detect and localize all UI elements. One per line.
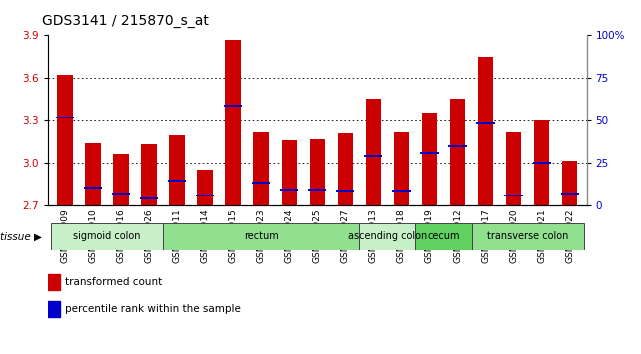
- Bar: [57, 75, 72, 205]
- Bar: [506, 132, 521, 205]
- Text: transformed count: transformed count: [65, 277, 163, 287]
- Bar: [472, 223, 584, 250]
- Bar: [422, 113, 437, 205]
- Bar: [534, 120, 549, 205]
- Bar: [562, 161, 578, 205]
- Bar: [113, 154, 129, 205]
- Bar: [450, 99, 465, 205]
- Bar: [504, 195, 522, 196]
- Bar: [56, 117, 74, 118]
- Bar: [365, 99, 381, 205]
- Bar: [141, 144, 157, 205]
- Bar: [253, 132, 269, 205]
- Bar: [337, 190, 354, 192]
- Bar: [360, 223, 415, 250]
- Text: ascending colon: ascending colon: [348, 231, 427, 241]
- Bar: [168, 181, 186, 182]
- Bar: [308, 189, 326, 190]
- Bar: [140, 198, 158, 199]
- Bar: [48, 301, 60, 317]
- Bar: [310, 139, 325, 205]
- Bar: [394, 132, 409, 205]
- Bar: [476, 122, 495, 124]
- Bar: [163, 223, 360, 250]
- Bar: [280, 189, 298, 190]
- Bar: [48, 274, 60, 290]
- Text: rectum: rectum: [244, 231, 279, 241]
- Bar: [449, 145, 467, 147]
- Bar: [112, 193, 130, 195]
- Bar: [415, 223, 472, 250]
- Bar: [169, 135, 185, 205]
- Bar: [196, 195, 214, 196]
- Text: cecum: cecum: [428, 231, 460, 241]
- Text: sigmoid colon: sigmoid colon: [73, 231, 141, 241]
- Bar: [252, 182, 271, 183]
- Bar: [420, 152, 438, 154]
- Text: GDS3141 / 215870_s_at: GDS3141 / 215870_s_at: [42, 14, 208, 28]
- Text: transverse colon: transverse colon: [487, 231, 569, 241]
- Bar: [478, 57, 494, 205]
- Bar: [197, 170, 213, 205]
- Bar: [338, 133, 353, 205]
- Bar: [84, 188, 102, 189]
- Bar: [51, 223, 163, 250]
- Text: tissue ▶: tissue ▶: [0, 231, 42, 241]
- Bar: [533, 162, 551, 164]
- Bar: [364, 155, 383, 156]
- Bar: [226, 40, 241, 205]
- Text: percentile rank within the sample: percentile rank within the sample: [65, 304, 241, 314]
- Bar: [281, 140, 297, 205]
- Bar: [224, 105, 242, 107]
- Bar: [85, 143, 101, 205]
- Bar: [392, 190, 410, 192]
- Bar: [561, 193, 579, 195]
